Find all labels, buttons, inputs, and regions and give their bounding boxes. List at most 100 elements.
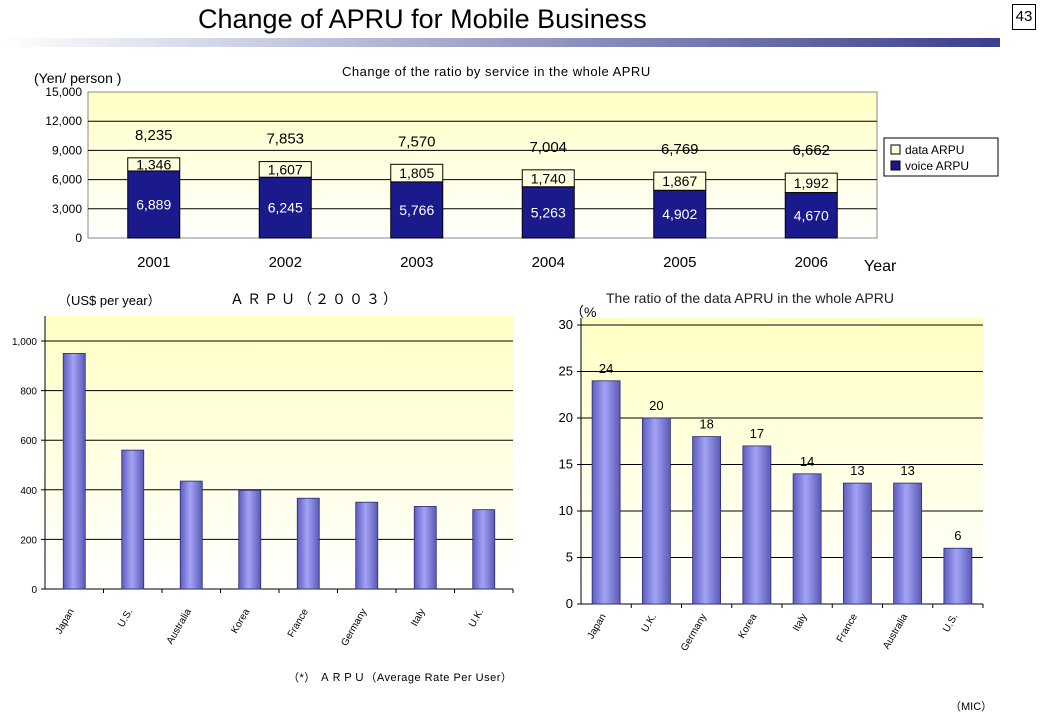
legend-entry-label: voice ARPU (905, 159, 969, 173)
stacked-x-tick-label: 2002 (269, 254, 302, 271)
arpu-x-tick-label: U.S. (116, 607, 135, 629)
ratio-bar (742, 445, 772, 605)
arpu-x-tick-label: U.K. (467, 607, 486, 629)
data-arpu-bar (390, 163, 444, 183)
arpu-bar (296, 497, 320, 590)
voice-arpu-value-label: 5,766 (399, 202, 434, 218)
ratio-y-tick-label: 15 (559, 457, 573, 472)
ratio-value-label: 14 (800, 454, 814, 469)
ratio-value-label: 6 (954, 528, 961, 543)
arpu-y-tick-label: 800 (20, 387, 37, 398)
ratio-y-tick-label: 5 (566, 550, 573, 565)
ratio-value-label: 13 (900, 463, 914, 478)
stacked-x-tick-label: 2005 (663, 254, 696, 271)
voice-arpu-bar (521, 186, 575, 239)
total-arpu-label: 8,235 (135, 127, 173, 144)
source-note: （MIC） (950, 701, 993, 713)
ratio-x-tick-label: France (835, 612, 860, 645)
page-number: 43 (1012, 4, 1036, 30)
stacked-chart-unit: (Yen/ person ) (34, 70, 122, 86)
voice-arpu-value-label: 4,670 (794, 207, 829, 223)
stacked-y-tick-label: 3,000 (52, 202, 82, 216)
stacked-x-axis-label: Year (864, 258, 897, 275)
voice-arpu-bar (258, 176, 312, 239)
arpu-bar (121, 449, 145, 590)
voice-arpu-value-label: 6,245 (268, 200, 303, 216)
voice-arpu-value-label: 4,902 (662, 206, 697, 222)
stacked-y-tick-label: 0 (75, 231, 82, 245)
footnote: （*） ＡＲＰＵ（Average Rate Per User） (288, 672, 513, 684)
voice-arpu-value-label: 5,263 (531, 204, 566, 220)
arpu-chart-title: ＡＲＰＵ（２００３） (230, 291, 400, 307)
data-arpu-value-label: 1,805 (399, 165, 434, 181)
arpu-x-tick-label: France (286, 607, 311, 640)
arpu-x-tick-label: Germany (339, 607, 369, 648)
arpu-bar (413, 506, 437, 590)
stacked-chart-title: Change of the ratio by service in the wh… (342, 64, 651, 79)
ratio-value-label: 18 (699, 417, 713, 432)
data-arpu-bar (653, 171, 707, 191)
data-arpu-bar (127, 157, 181, 172)
arpu-x-tick-label: Italy (409, 607, 428, 628)
data-arpu-bar (258, 161, 312, 178)
ratio-x-tick-label: Australia (881, 612, 910, 652)
data-arpu-bar (784, 172, 838, 194)
legend-swatch (890, 144, 901, 155)
ratio-bar (893, 482, 923, 605)
ratio-y-tick-label: 30 (559, 317, 573, 332)
ratio-value-label: 20 (649, 398, 663, 413)
ratio-bar (641, 417, 671, 605)
title-underline-bar (0, 38, 1000, 47)
voice-arpu-value-label: 6,889 (136, 196, 171, 212)
ratio-y-tick-label: 20 (559, 410, 573, 425)
legend-swatch (890, 160, 901, 171)
data-arpu-bar (521, 169, 575, 188)
ratio-y-tick-label: 0 (566, 596, 573, 611)
stacked-y-tick-label: 6,000 (52, 173, 82, 187)
voice-arpu-bar (653, 189, 707, 239)
stacked-x-tick-label: 2004 (532, 254, 565, 271)
stacked-y-tick-label: 12,000 (45, 114, 82, 128)
ratio-x-tick-label: Japan (586, 612, 609, 641)
arpu-bar (355, 501, 379, 590)
ratio-value-label: 24 (599, 361, 613, 376)
ratio-bar (692, 436, 722, 605)
arpu-y-tick-label: 200 (20, 535, 37, 546)
ratio-plot-area (581, 318, 983, 604)
stacked-y-tick-label: 15,000 (45, 85, 82, 99)
ratio-bar (842, 482, 872, 605)
stacked-x-tick-label: 2001 (137, 254, 170, 271)
data-arpu-value-label: 1,867 (662, 173, 697, 189)
stacked-x-tick-label: 2003 (400, 254, 433, 271)
ratio-bar (943, 547, 973, 605)
arpu-bar (238, 489, 262, 590)
total-arpu-label: 6,662 (792, 142, 830, 159)
total-arpu-label: 7,004 (529, 139, 567, 156)
arpu-y-tick-label: 600 (20, 436, 37, 447)
total-arpu-label: 6,769 (661, 141, 699, 158)
arpu-bar (179, 480, 203, 590)
legend-entry-label: data ARPU (905, 143, 964, 157)
ratio-x-tick-label: U.K. (640, 612, 659, 634)
total-arpu-label: 7,853 (266, 131, 304, 148)
ratio-y-tick-label: 10 (559, 503, 573, 518)
stacked-y-tick-label: 9,000 (52, 143, 82, 157)
stacked-plot-area (87, 91, 878, 239)
ratio-x-tick-label: Korea (737, 612, 760, 641)
ratio-y-tick-label: 25 (559, 364, 573, 379)
arpu-x-tick-label: Korea (229, 607, 252, 636)
voice-arpu-bar (390, 181, 444, 239)
data-arpu-value-label: 1,992 (794, 175, 829, 191)
ratio-bar (792, 473, 822, 605)
ratio-bar (591, 380, 621, 605)
data-arpu-value-label: 1,607 (268, 161, 303, 177)
arpu-bar (62, 352, 86, 590)
data-arpu-value-label: 1,740 (531, 170, 566, 186)
arpu-bar (472, 509, 496, 590)
ratio-chart-unit: （% (570, 304, 597, 320)
stacked-legend-box (883, 137, 999, 177)
arpu-x-tick-label: Australia (165, 607, 194, 647)
arpu-y-tick-label: 1,000 (12, 337, 37, 348)
arpu-chart-unit: （US$ per year） (58, 293, 161, 308)
ratio-x-tick-label: Italy (791, 612, 810, 633)
